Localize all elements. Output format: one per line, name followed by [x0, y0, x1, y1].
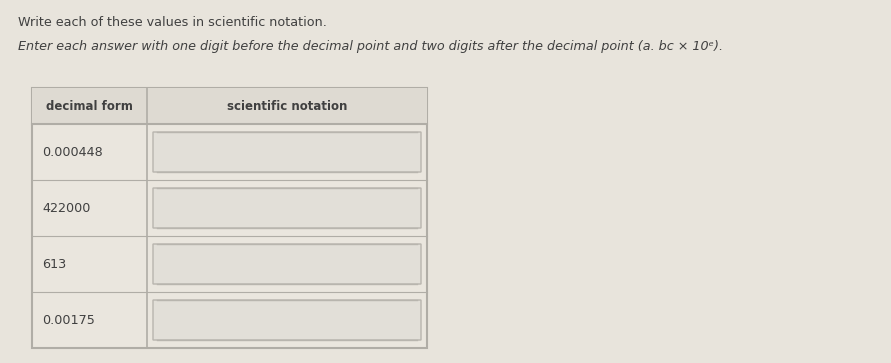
Text: decimal form: decimal form [46, 99, 133, 113]
Bar [32, 88, 427, 124]
Text: 0.00175: 0.00175 [42, 314, 94, 326]
FancyBboxPatch shape [153, 188, 421, 228]
Text: 613: 613 [42, 257, 66, 270]
Text: 422000: 422000 [42, 201, 90, 215]
FancyBboxPatch shape [153, 244, 421, 284]
Text: Write each of these values in scientific notation.: Write each of these values in scientific… [18, 16, 327, 29]
Text: Enter each answer with one digit before the decimal point and two digits after t: Enter each answer with one digit before … [18, 40, 723, 53]
Bar [32, 88, 427, 348]
Text: scientific notation: scientific notation [227, 99, 347, 113]
FancyBboxPatch shape [153, 300, 421, 340]
FancyBboxPatch shape [153, 132, 421, 172]
Text: 0.000448: 0.000448 [42, 146, 102, 159]
